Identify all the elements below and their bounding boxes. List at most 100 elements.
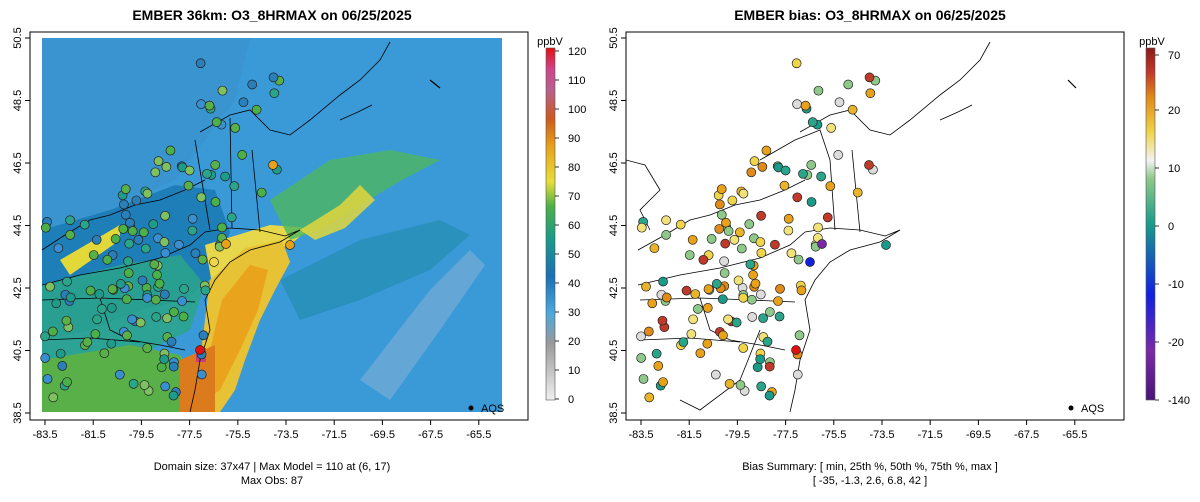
bias-obs-dot bbox=[714, 224, 725, 234]
bias-obs-dot bbox=[729, 234, 740, 245]
bias-obs-dot bbox=[710, 369, 721, 380]
bias-obs-dot bbox=[636, 353, 646, 363]
bias-x-tick-label: -73.5 bbox=[869, 429, 894, 441]
model-colorbar-tick-label: 110 bbox=[568, 75, 586, 87]
bias-obs-dot bbox=[644, 392, 655, 403]
model-obs-dot bbox=[123, 268, 134, 278]
bias-obs-dot bbox=[651, 348, 662, 359]
model-obs-dot bbox=[204, 100, 215, 111]
model-colorbar-tick-label: 70 bbox=[568, 191, 580, 203]
bias-x-tick-label: -83.5 bbox=[628, 429, 653, 441]
bias-x-tick-label: -69.5 bbox=[966, 429, 991, 441]
model-obs-dot bbox=[221, 239, 231, 249]
model-obs-dot bbox=[121, 294, 132, 305]
model-obs-dot bbox=[110, 234, 121, 244]
model-y-tick-label: 50.5 bbox=[12, 27, 24, 48]
model-obs-dot bbox=[196, 192, 207, 203]
bias-obs-dot bbox=[723, 226, 734, 236]
model-y-tick-label: 44.5 bbox=[12, 215, 24, 236]
model-colorbar-tick-label: 90 bbox=[568, 133, 580, 145]
bias-obs-dot bbox=[719, 268, 730, 278]
bias-panel: EMBER bias: O3_8HRMAX on 06/25/2025 A bbox=[608, 7, 1190, 487]
bias-obs-dot bbox=[792, 369, 803, 380]
model-colorbar bbox=[545, 47, 556, 401]
bias-x-tick-label: -71.5 bbox=[918, 429, 943, 441]
model-obs-dot bbox=[115, 279, 126, 289]
bias-y-axis: 38.5 40.5 42.5 44.5 46.5 48.5 50.5 bbox=[608, 27, 626, 424]
bias-obs-dot bbox=[805, 257, 815, 267]
bias-obs-dot bbox=[816, 171, 826, 182]
model-obs-dot bbox=[138, 227, 149, 238]
model-obs-dot bbox=[178, 311, 189, 322]
model-obs-dot bbox=[268, 72, 279, 83]
bias-colorbar-tick-label: -20 bbox=[1168, 337, 1184, 349]
model-obs-dot bbox=[65, 215, 75, 226]
model-obs-dot bbox=[217, 85, 228, 96]
model-obs-dot bbox=[128, 378, 139, 389]
bias-obs-dot bbox=[755, 289, 766, 300]
model-colorbar-tick-label: 30 bbox=[568, 307, 580, 319]
model-obs-dot bbox=[97, 304, 107, 314]
model-obs-dot bbox=[137, 275, 148, 286]
bias-obs-dot bbox=[865, 88, 876, 99]
model-obs-dot bbox=[166, 336, 177, 347]
bias-obs-dot bbox=[752, 362, 763, 373]
model-obs-dot bbox=[82, 337, 93, 347]
model-colorbar-unit: ppbV bbox=[537, 36, 563, 48]
bias-obs-dot bbox=[661, 230, 672, 240]
model-obs-dot bbox=[92, 314, 102, 325]
bias-obs-dot bbox=[687, 234, 698, 245]
model-obs-dot bbox=[57, 361, 68, 371]
bias-obs-dot bbox=[748, 270, 758, 280]
model-title: EMBER 36km: O3_8HRMAX on 06/25/2025 bbox=[132, 7, 412, 23]
model-obs-dot bbox=[183, 180, 194, 191]
model-obs-dot bbox=[127, 314, 137, 325]
model-obs-dot bbox=[106, 303, 117, 313]
model-obs-dot bbox=[211, 117, 222, 128]
bias-obs-dot bbox=[794, 330, 805, 341]
bias-colorbar bbox=[1145, 47, 1156, 401]
model-obs-dot bbox=[196, 369, 207, 380]
model-obs-dot bbox=[177, 296, 187, 306]
model-obs-dot bbox=[123, 256, 133, 267]
model-obs-dot bbox=[251, 104, 262, 115]
bias-colorbar-ticks: 70 20 10 0 -10 -20 -140 bbox=[1155, 50, 1190, 407]
bias-obs-dot bbox=[744, 219, 755, 229]
model-obs-dot bbox=[152, 270, 162, 280]
bias-obs-dot bbox=[775, 283, 785, 294]
model-x-tick-label: -83.5 bbox=[32, 429, 57, 441]
bias-colorbar-tick-label: 0 bbox=[1168, 221, 1174, 233]
model-obs-dot bbox=[142, 343, 153, 353]
bias-obs-dot bbox=[686, 329, 697, 339]
model-x-tick-label: -73.5 bbox=[273, 429, 298, 441]
bias-obs-dot bbox=[791, 345, 801, 355]
model-obs-dot bbox=[184, 165, 195, 176]
bias-y-tick-label: 46.5 bbox=[608, 152, 620, 173]
bias-obs-dot bbox=[715, 199, 725, 210]
model-obs-dot bbox=[159, 354, 170, 365]
model-obs-dot bbox=[135, 317, 146, 328]
bias-obs-dot bbox=[638, 374, 649, 384]
bias-y-tick-label: 42.5 bbox=[608, 277, 620, 298]
model-obs-dot bbox=[238, 97, 249, 108]
model-obs-dot bbox=[220, 171, 230, 182]
bias-obs-dot bbox=[678, 337, 689, 347]
bias-obs-dot bbox=[792, 192, 803, 203]
model-obs-dot bbox=[179, 283, 189, 294]
model-obs-dot bbox=[62, 377, 72, 387]
bias-obs-dot bbox=[647, 298, 658, 309]
model-obs-dot bbox=[119, 199, 129, 210]
model-obs-dot bbox=[161, 161, 172, 172]
model-obs-dot bbox=[102, 254, 113, 265]
bias-obs-dot bbox=[681, 285, 692, 296]
bias-obs-dot bbox=[711, 279, 722, 289]
bias-obs-dot bbox=[756, 210, 766, 221]
model-obs-dot bbox=[165, 145, 176, 156]
model-obs-dot bbox=[160, 210, 170, 221]
model-obs-dot bbox=[120, 209, 131, 220]
model-obs-dot bbox=[209, 257, 219, 267]
bias-x-tick-label: -81.5 bbox=[677, 429, 702, 441]
model-obs-dot bbox=[106, 338, 117, 349]
bias-obs-dot bbox=[798, 168, 808, 179]
